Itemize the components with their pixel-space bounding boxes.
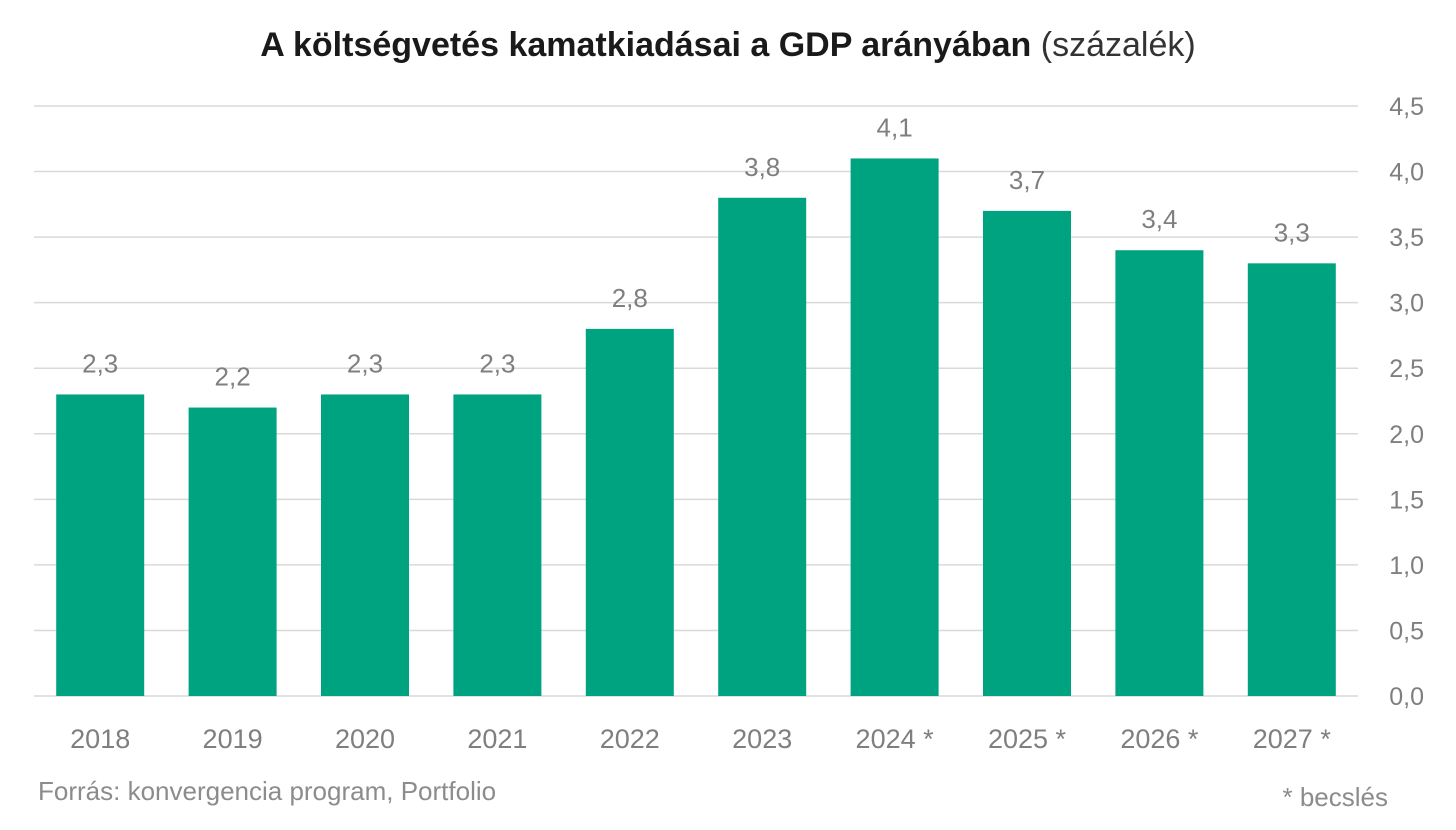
data-label: 2,8 (612, 283, 648, 313)
bar (321, 394, 409, 696)
y-tick-label: 1,5 (1389, 486, 1424, 514)
estimate-note: * becslés (1282, 782, 1389, 812)
bar (850, 158, 939, 696)
data-label: 3,7 (1009, 165, 1045, 195)
y-tick-label: 4,0 (1389, 159, 1424, 187)
bar (188, 407, 277, 696)
x-tick-label: 2026 * (1120, 724, 1199, 754)
y-tick-label: 0,5 (1389, 617, 1424, 645)
x-tick-label: 2024 * (856, 724, 935, 754)
y-tick-label: 0,0 (1389, 683, 1424, 711)
data-label: 3,3 (1274, 217, 1310, 247)
data-label: 2,3 (479, 348, 515, 378)
y-tick-label: 3,5 (1389, 224, 1424, 252)
x-tick-label: 2020 (335, 724, 395, 754)
bar (983, 210, 1071, 696)
data-label: 2,2 (215, 362, 251, 392)
y-tick-label: 4,5 (1389, 93, 1424, 121)
y-tick-label: 1,0 (1389, 552, 1424, 580)
bar (453, 394, 542, 696)
x-tick-label: 2025 * (988, 724, 1067, 754)
chart-title-unit: (százalék) (1040, 26, 1196, 64)
chart-title-main: A költségvetés kamatkiadásai a GDP arány… (260, 26, 1032, 64)
bar (718, 197, 807, 696)
x-tick-label: 2027 * (1253, 724, 1332, 754)
data-label: 4,1 (877, 112, 913, 142)
x-tick-label: 2021 (467, 724, 527, 754)
x-tick-label: 2022 (600, 724, 660, 754)
x-axis: 2018 2019 2020 2021 2022 2023 2024 * 2025 * 2026… (70, 724, 1331, 754)
data-labels: 2,3 2,2 2,3 2,3 2,8 3,8 4,1 3,7 3,4 3,3 (82, 112, 1310, 391)
bar (1247, 263, 1336, 696)
x-tick-label: 2019 (203, 724, 263, 754)
bar (1115, 250, 1204, 696)
data-label: 3,8 (744, 152, 780, 182)
chart-title: A költségvetés kamatkiadásai a GDP arány… (0, 26, 1456, 65)
bar (56, 394, 145, 696)
data-label: 2,3 (347, 348, 383, 378)
bars (56, 158, 1336, 696)
x-tick-label: 2023 (732, 724, 792, 754)
source-note: Forrás: konvergencia program, Portfolio (38, 776, 497, 806)
bar (585, 328, 674, 696)
y-tick-label: 3,0 (1389, 290, 1424, 318)
y-tick-label: 2,0 (1389, 421, 1424, 449)
y-tick-label: 2,5 (1389, 355, 1424, 383)
y-axis: 0,0 0,5 1,0 1,5 2,0 2,5 3,0 3,5 4,0 4,5 (1389, 93, 1424, 711)
x-tick-label: 2018 (70, 724, 130, 754)
data-label: 2,3 (82, 348, 118, 378)
data-label: 3,4 (1141, 204, 1177, 234)
